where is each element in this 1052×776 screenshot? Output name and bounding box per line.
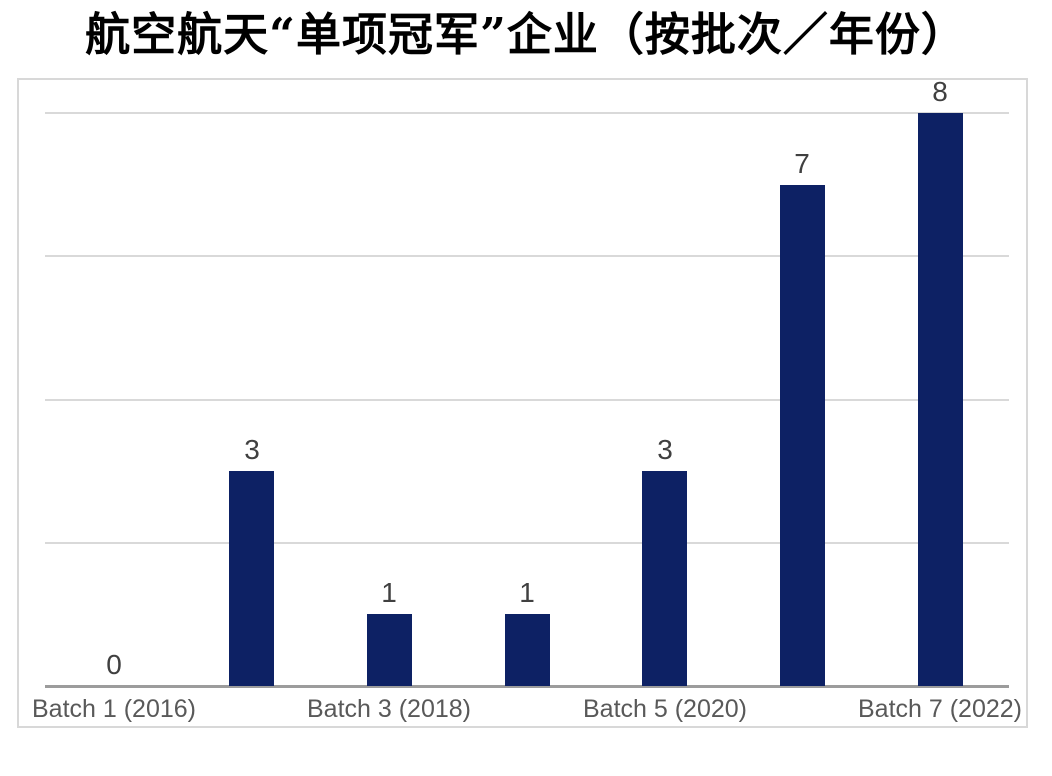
- x-axis-label: Batch 1 (2016): [32, 695, 196, 723]
- gridline: [45, 541, 1009, 544]
- bar-value-label: 7: [794, 148, 810, 179]
- bar: [918, 113, 963, 686]
- x-axis-label: Batch 7 (2022): [858, 695, 1022, 723]
- bar: [505, 614, 550, 686]
- bar: [642, 471, 687, 686]
- x-axis-label: Batch 3 (2018): [307, 695, 471, 723]
- bar-value-label: 8: [932, 76, 948, 107]
- x-axis-line: [45, 685, 1009, 688]
- bar-value-label: 1: [381, 577, 397, 608]
- chart-title: 航空航天“单项冠军”企业（按批次／年份）: [85, 8, 967, 61]
- x-axis-label: Batch 5 (2020): [583, 695, 747, 723]
- bar: [780, 185, 825, 686]
- bar-value-label: 0: [106, 649, 122, 680]
- gridline: [45, 398, 1009, 401]
- bar: [229, 471, 274, 686]
- gridline: [45, 112, 1009, 114]
- bar: [367, 614, 412, 686]
- bar-value-label: 3: [244, 434, 260, 465]
- bar-value-label: 1: [519, 577, 535, 608]
- gridline: [45, 255, 1009, 258]
- bar-value-label: 3: [657, 434, 673, 465]
